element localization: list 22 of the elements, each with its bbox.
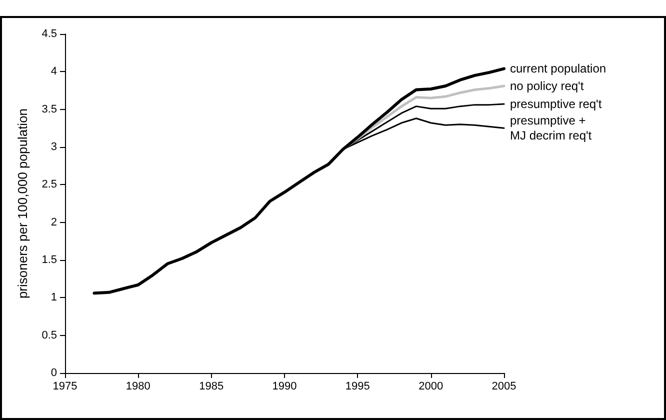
y-tick-label: 4.5 [42, 28, 57, 40]
y-tick-label: 2.5 [42, 178, 57, 191]
y-tick-label: 0 [50, 367, 57, 379]
x-tick-label: 2000 [418, 380, 444, 392]
x-tick-label: 1980 [126, 380, 150, 392]
x-tick-label: 1990 [272, 380, 297, 392]
series-label: current population [510, 62, 606, 76]
x-tick-label: 2005 [492, 380, 516, 392]
y-tick-label: 1.5 [42, 254, 57, 266]
y-tick-label: 4 [50, 66, 57, 78]
x-tick-label: 1985 [199, 380, 224, 392]
y-tick-label: 2 [50, 216, 57, 228]
y-tick-label: 3.5 [42, 103, 57, 116]
series-label: presumptive + MJ decrim req't [510, 114, 592, 143]
x-tick-label: 1975 [52, 380, 78, 392]
y-axis-title: prisoners per 100,000 population [15, 108, 30, 299]
y-tick-label: 3 [50, 141, 57, 153]
series-label: presumptive req't [510, 97, 602, 112]
y-tick-label: 0.5 [42, 329, 57, 342]
y-tick-label: 1 [50, 292, 57, 304]
x-tick-label: 1995 [345, 380, 370, 392]
series-label: no policy req't [510, 78, 584, 93]
